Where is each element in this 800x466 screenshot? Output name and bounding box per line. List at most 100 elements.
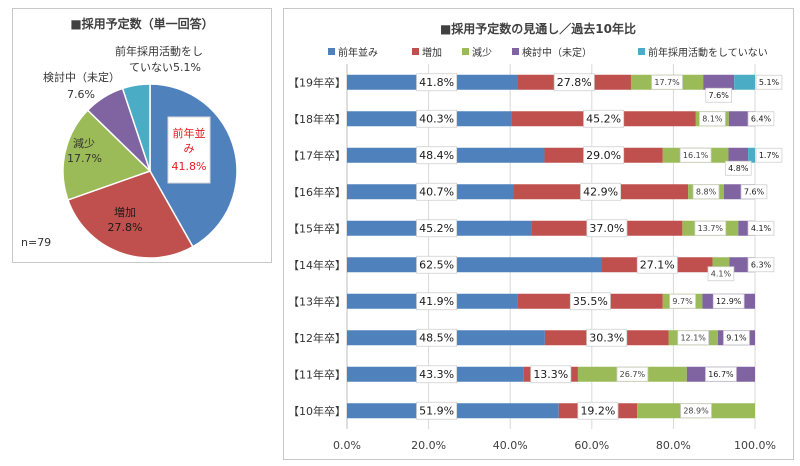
data-label-2-4: 1.7%	[755, 147, 783, 163]
data-label-text: 8.1%	[702, 115, 723, 124]
data-label-text: 40.7%	[419, 186, 454, 199]
data-label-2-2: 16.1%	[679, 147, 712, 163]
data-label-3-1: 42.9%	[580, 182, 622, 201]
data-label-text: 4.1%	[711, 270, 732, 279]
data-label-box	[577, 401, 619, 420]
data-label-3-2: 8.8%	[692, 184, 720, 200]
pie-label-4: 検討中（未定） 7.6%	[43, 70, 120, 101]
data-label-text: 17.7%	[654, 78, 680, 87]
data-label-text: 16.1%	[683, 151, 709, 160]
data-label-8-3: 16.7%	[705, 366, 737, 382]
data-label-box	[586, 219, 628, 238]
data-label-box	[416, 219, 458, 238]
data-label-text: 51.9%	[419, 405, 454, 418]
data-label-text: 41.8%	[419, 76, 454, 89]
category-label-4: 【15年卒】	[288, 221, 346, 235]
legend-item-4: 検討中（未定）	[512, 46, 592, 59]
data-label-text: 62.5%	[419, 259, 454, 272]
data-label-text: 8.8%	[696, 188, 717, 197]
data-label-box	[569, 292, 611, 311]
data-label-3-3: 7.6%	[740, 184, 768, 200]
pie-slice-2	[67, 170, 194, 259]
pie-label-name: 検討中（未定）	[43, 70, 120, 84]
data-label-box	[416, 328, 458, 347]
pie-chart-panel: ■採用予定数（単一回答） n=79 前年並み 41.8% 増加 27.8% 減少 17.7% 検…	[12, 8, 272, 263]
bar-segment-0-4	[734, 74, 755, 90]
legend-swatch	[462, 48, 469, 55]
data-label-box	[755, 147, 783, 163]
pie-label-name: 前年採用活動をし	[115, 44, 203, 58]
data-label-box	[416, 255, 458, 274]
x-tick-label-3: 60.0%	[574, 439, 609, 452]
data-label-box	[707, 266, 735, 282]
legend-label: 減少	[472, 46, 492, 59]
data-label-box	[416, 182, 458, 201]
pie-label-2: 増加 27.8%	[108, 206, 143, 234]
data-label-4-0: 45.2%	[416, 219, 458, 238]
bar-segment-2-4	[748, 147, 755, 163]
data-label-box	[692, 184, 720, 200]
data-label-4-2: 13.7%	[694, 220, 727, 236]
data-label-5-1: 27.1%	[636, 255, 678, 274]
data-label-box	[705, 87, 733, 103]
data-label-box	[712, 293, 745, 309]
bar-segment-5-0	[347, 257, 602, 273]
x-tick-label-5: 100.0%	[734, 439, 776, 452]
data-label-box	[747, 257, 775, 273]
data-label-2-1: 29.0%	[583, 146, 625, 165]
data-label-text: 6.4%	[751, 115, 772, 124]
data-label-9-0: 51.9%	[416, 401, 458, 420]
pie-label-value: 7.6%	[67, 88, 95, 101]
data-label-text: 9.7%	[672, 297, 693, 306]
pie-label-box	[167, 116, 211, 184]
x-tick-label-0: 0.0%	[333, 439, 361, 452]
pie-label-name-cont: ていない5.1%	[129, 61, 201, 74]
pie-chart: ■採用予定数（単一回答） n=79 前年並み 41.8% 増加 27.8% 減少 17.7% 検…	[21, 16, 238, 259]
x-tick-label-2: 40.0%	[493, 439, 528, 452]
data-label-box	[583, 146, 625, 165]
data-label-5-0: 62.5%	[416, 255, 458, 274]
legend-label: 前年並み	[338, 46, 378, 59]
data-label-text: 13.7%	[698, 224, 724, 233]
data-label-text: 29.0%	[586, 149, 621, 162]
data-label-text: 37.0%	[589, 222, 624, 235]
data-label-text: 40.3%	[419, 113, 454, 126]
category-label-2: 【17年卒】	[288, 148, 346, 162]
pie-slice-3	[62, 109, 152, 201]
legend-label: 増加	[422, 46, 442, 59]
data-label-7-0: 48.5%	[416, 328, 458, 347]
category-label-6: 【13年卒】	[288, 294, 346, 308]
data-label-1-1: 45.2%	[583, 109, 625, 128]
data-label-text: 16.7%	[708, 370, 734, 379]
pie-label-name: 増加	[114, 206, 136, 219]
data-label-text: 43.3%	[419, 368, 454, 381]
data-label-text: 12.1%	[680, 334, 706, 343]
bar-chart-title: ■採用予定数の見通し／過去10年比	[440, 21, 636, 36]
data-label-1-0: 40.3%	[416, 109, 458, 128]
pie-title: ■採用予定数（単一回答）	[70, 16, 213, 31]
legend-item-2: 増加	[412, 46, 442, 59]
data-label-box	[553, 73, 595, 92]
data-label-box	[669, 293, 696, 309]
data-label-text: 26.7%	[620, 370, 646, 379]
data-label-7-1: 30.3%	[586, 328, 628, 347]
data-label-box	[747, 220, 775, 236]
data-label-text: 13.3%	[533, 368, 568, 381]
category-label-8: 【11年卒】	[288, 367, 346, 381]
bar-segment-2-3	[728, 147, 749, 163]
data-label-0-2: 17.7%	[651, 74, 683, 90]
data-label-box	[416, 73, 458, 92]
data-label-9-1: 19.2%	[577, 401, 619, 420]
data-label-9-2: 28.9%	[680, 403, 712, 419]
legend-item-1: 前年並み	[328, 46, 378, 59]
data-label-box	[694, 220, 727, 236]
data-label-0-0: 41.8%	[416, 73, 458, 92]
legend-item-3: 減少	[462, 46, 492, 59]
legend-swatch	[328, 48, 335, 55]
data-label-box	[740, 184, 768, 200]
data-label-3-0: 40.7%	[416, 182, 458, 201]
data-label-text: 45.2%	[419, 222, 454, 235]
legend-swatch	[512, 48, 519, 55]
category-label-5: 【14年卒】	[288, 258, 346, 272]
